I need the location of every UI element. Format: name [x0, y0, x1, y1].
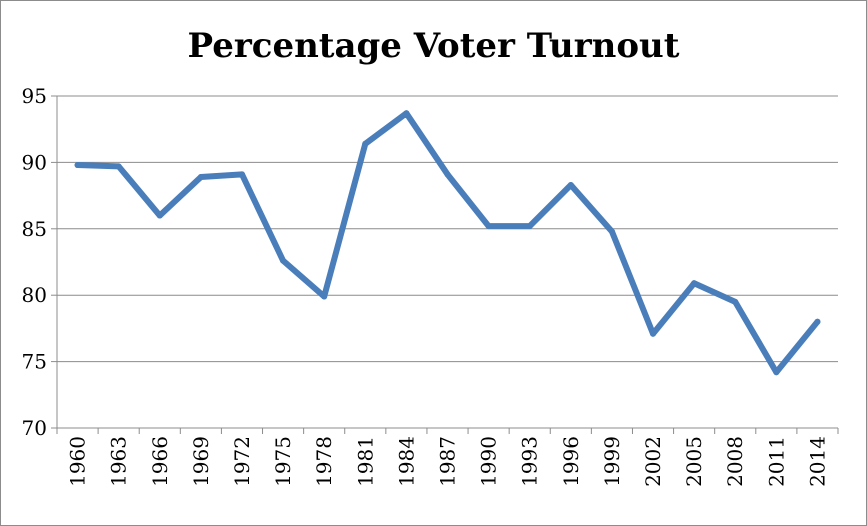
- data-point: [773, 369, 780, 376]
- x-tick-label: 1984: [394, 436, 418, 487]
- y-tick-label: 90: [22, 150, 47, 174]
- x-tick-label: 1960: [66, 436, 90, 487]
- data-point: [115, 163, 122, 170]
- x-tick-labels: 1960 1963 1966 1969 1972 1975 1978 1981 1984 1987…: [66, 436, 830, 487]
- y-tick-labels: 70 75 80 85 90 95: [22, 84, 47, 440]
- y-tick-label: 70: [22, 416, 47, 440]
- x-tick-label: 1978: [312, 436, 336, 487]
- x-tick-label: 1999: [600, 436, 624, 487]
- data-point: [362, 140, 369, 147]
- data-point: [485, 223, 492, 230]
- x-tick-label: 2002: [641, 436, 665, 487]
- x-tick-label: 1963: [107, 436, 131, 487]
- gridlines: [57, 95, 838, 429]
- series-line: [74, 110, 821, 376]
- y-tick-label: 80: [22, 283, 47, 307]
- y-tick-label: 75: [22, 350, 47, 374]
- data-point: [444, 171, 451, 178]
- x-tick-label: 1966: [148, 436, 172, 487]
- chart-title: Percentage Voter Turnout: [187, 26, 680, 66]
- x-tick-label: 2005: [682, 436, 706, 487]
- data-point: [608, 228, 615, 235]
- x-tick-label: 2011: [764, 436, 788, 487]
- x-tick-label: 1990: [477, 436, 501, 487]
- data-point: [156, 212, 163, 219]
- data-point: [238, 171, 245, 178]
- data-point: [814, 318, 821, 325]
- x-tick-label: 1972: [230, 436, 254, 487]
- data-point: [74, 162, 81, 169]
- x-tick-label: 1993: [518, 436, 542, 487]
- y-tick-label: 85: [22, 217, 47, 241]
- axes: [51, 95, 839, 434]
- x-tick-label: 1981: [353, 436, 377, 487]
- x-tick-label: 1987: [436, 436, 460, 487]
- x-tick-label: 1996: [559, 436, 583, 487]
- x-tick-label: 2008: [723, 436, 747, 487]
- data-point: [280, 257, 287, 264]
- data-point: [691, 280, 698, 287]
- x-tick-label: 2014: [805, 436, 829, 487]
- data-point: [197, 174, 204, 181]
- data-point: [321, 293, 328, 300]
- data-point: [403, 110, 410, 117]
- data-point: [567, 181, 574, 188]
- data-point: [526, 223, 533, 230]
- y-tick-label: 95: [22, 84, 47, 108]
- x-tick-label: 1969: [189, 436, 213, 487]
- data-point: [650, 330, 657, 337]
- series-layer: [74, 110, 821, 376]
- data-point: [732, 298, 739, 305]
- x-tick-label: 1975: [271, 436, 295, 487]
